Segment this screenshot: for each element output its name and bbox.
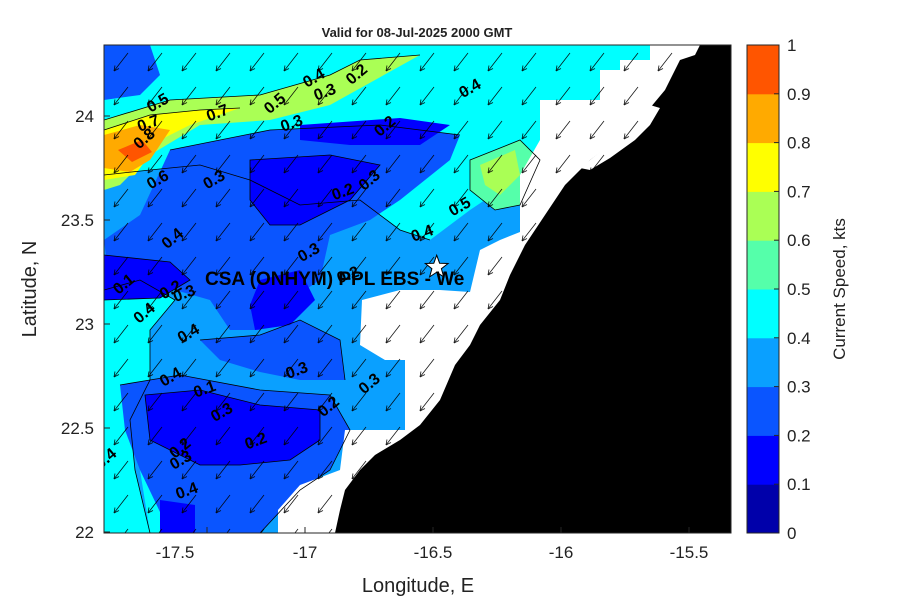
colorbar-segment xyxy=(747,289,779,339)
x-tick-label: -17.5 xyxy=(156,543,195,562)
current-arrow-field xyxy=(104,45,731,533)
colorbar-tick-label: 0.3 xyxy=(787,378,811,397)
contour-label: 0.2 xyxy=(330,181,357,205)
colorbar-tick-label: 0.5 xyxy=(787,280,811,299)
contour-label: 0.1 xyxy=(191,378,218,402)
site-marker: CSA (ONHYM) PPL EBS - We xyxy=(205,253,464,290)
colorbar-segment xyxy=(747,191,779,241)
colorbar-segment xyxy=(747,240,779,290)
colorbar-segment xyxy=(747,142,779,192)
contour-label: 0.4 xyxy=(409,222,436,246)
y-tick-label: 23.5 xyxy=(61,211,94,230)
contour-label: 0.2 xyxy=(243,430,270,454)
colorbar-tick-label: 0.7 xyxy=(787,182,811,201)
contour-label: 0.3 xyxy=(278,112,305,136)
y-axis-label: Latitude, N xyxy=(19,241,41,338)
y-axis: 22 22.5 23 23.5 24 Latitude, N xyxy=(19,107,110,542)
contour-label: 0.3 xyxy=(312,81,339,105)
site-label: CSA (ONHYM) PPL EBS - We xyxy=(205,269,464,290)
plot-area: 0.50.70.80.60.7 0.50.40.30.20.40.3 0.20.3 0… xyxy=(104,45,731,533)
x-tick-label: -16 xyxy=(549,543,574,562)
x-axis: -17.5 -17 -16.5 -16 -15.5 Longitude, E xyxy=(156,527,709,597)
colorbar-tick-label: 0.8 xyxy=(787,134,811,153)
colorbar-segment xyxy=(747,93,779,144)
colorbar-segment xyxy=(747,386,779,436)
x-axis-label: Longitude, E xyxy=(362,575,474,597)
colorbar: 0 0.1 0.2 0.3 0.4 0.5 0.6 0.7 0.8 0.9 1 Current Sp… xyxy=(746,36,849,543)
y-tick-label: 22.5 xyxy=(61,419,94,438)
contour-label: 0.3 xyxy=(171,282,198,306)
y-tick-label: 24 xyxy=(75,107,94,126)
colorbar-tick-label: 0.4 xyxy=(787,329,811,348)
contour-label: 0.2 xyxy=(335,264,362,288)
x-tick-label: -17 xyxy=(293,543,318,562)
x-tick-label: -15.5 xyxy=(670,543,709,562)
colorbar-tick-label: 0.6 xyxy=(787,231,811,250)
plot-frame xyxy=(103,44,732,534)
y-tick-label: 23 xyxy=(75,315,94,334)
colorbar-tick-label: 0 xyxy=(787,524,796,543)
colorbar-tick-label: 0.1 xyxy=(787,475,811,494)
star-icon xyxy=(423,253,450,279)
chart-title: Valid for 08-Jul-2025 2000 GMT xyxy=(322,25,513,40)
y-tick-label: 22 xyxy=(75,523,94,542)
colorbar-tick-label: 0.2 xyxy=(787,426,811,445)
colorbar-tick-label: 0.9 xyxy=(787,85,811,104)
contour-label: 0.3 xyxy=(284,359,311,383)
contour-label: 0.7 xyxy=(204,102,231,126)
x-tick-label: -16.5 xyxy=(414,543,453,562)
contour-label: 0.4 xyxy=(174,480,201,504)
colorbar-label: Current Speed, kts xyxy=(830,218,849,360)
contour-label: 0.7 xyxy=(135,112,162,136)
colorbar-segment xyxy=(747,484,779,534)
colorbar-segment xyxy=(747,337,779,388)
colorbar-tick-label: 1 xyxy=(787,36,796,55)
colorbar-segment xyxy=(747,45,779,95)
colorbar-segment xyxy=(747,435,779,485)
